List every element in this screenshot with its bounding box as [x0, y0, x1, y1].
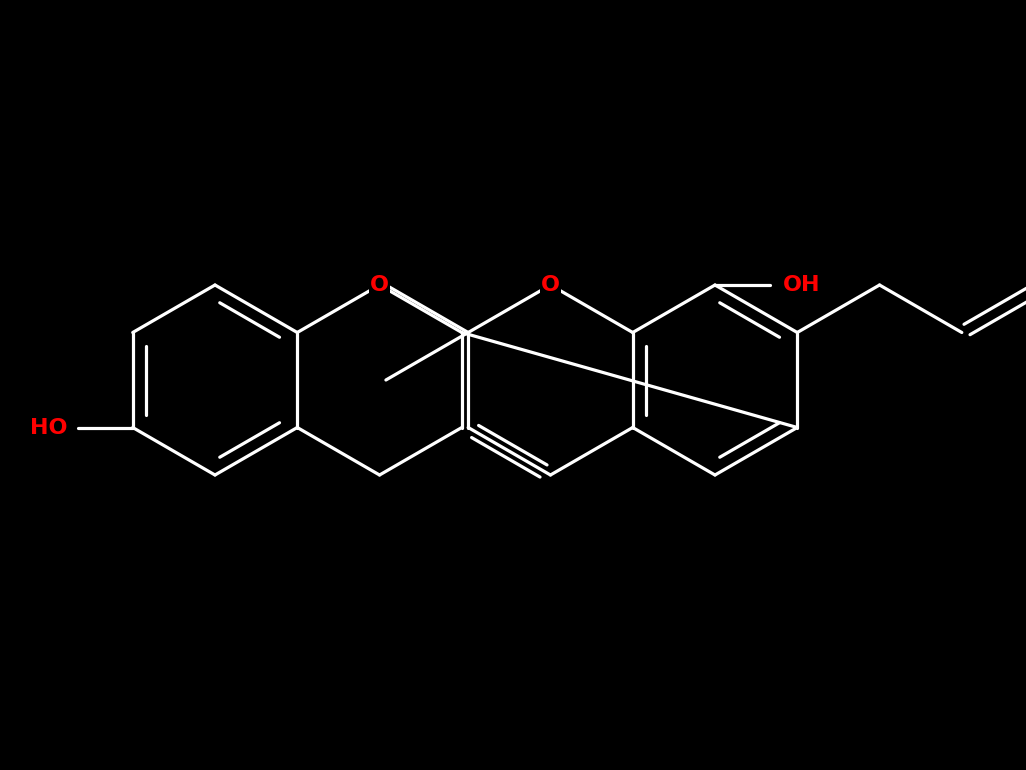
Text: O: O — [541, 275, 560, 295]
Text: OH: OH — [783, 275, 821, 295]
Text: HO: HO — [30, 417, 68, 437]
Text: O: O — [370, 275, 389, 295]
